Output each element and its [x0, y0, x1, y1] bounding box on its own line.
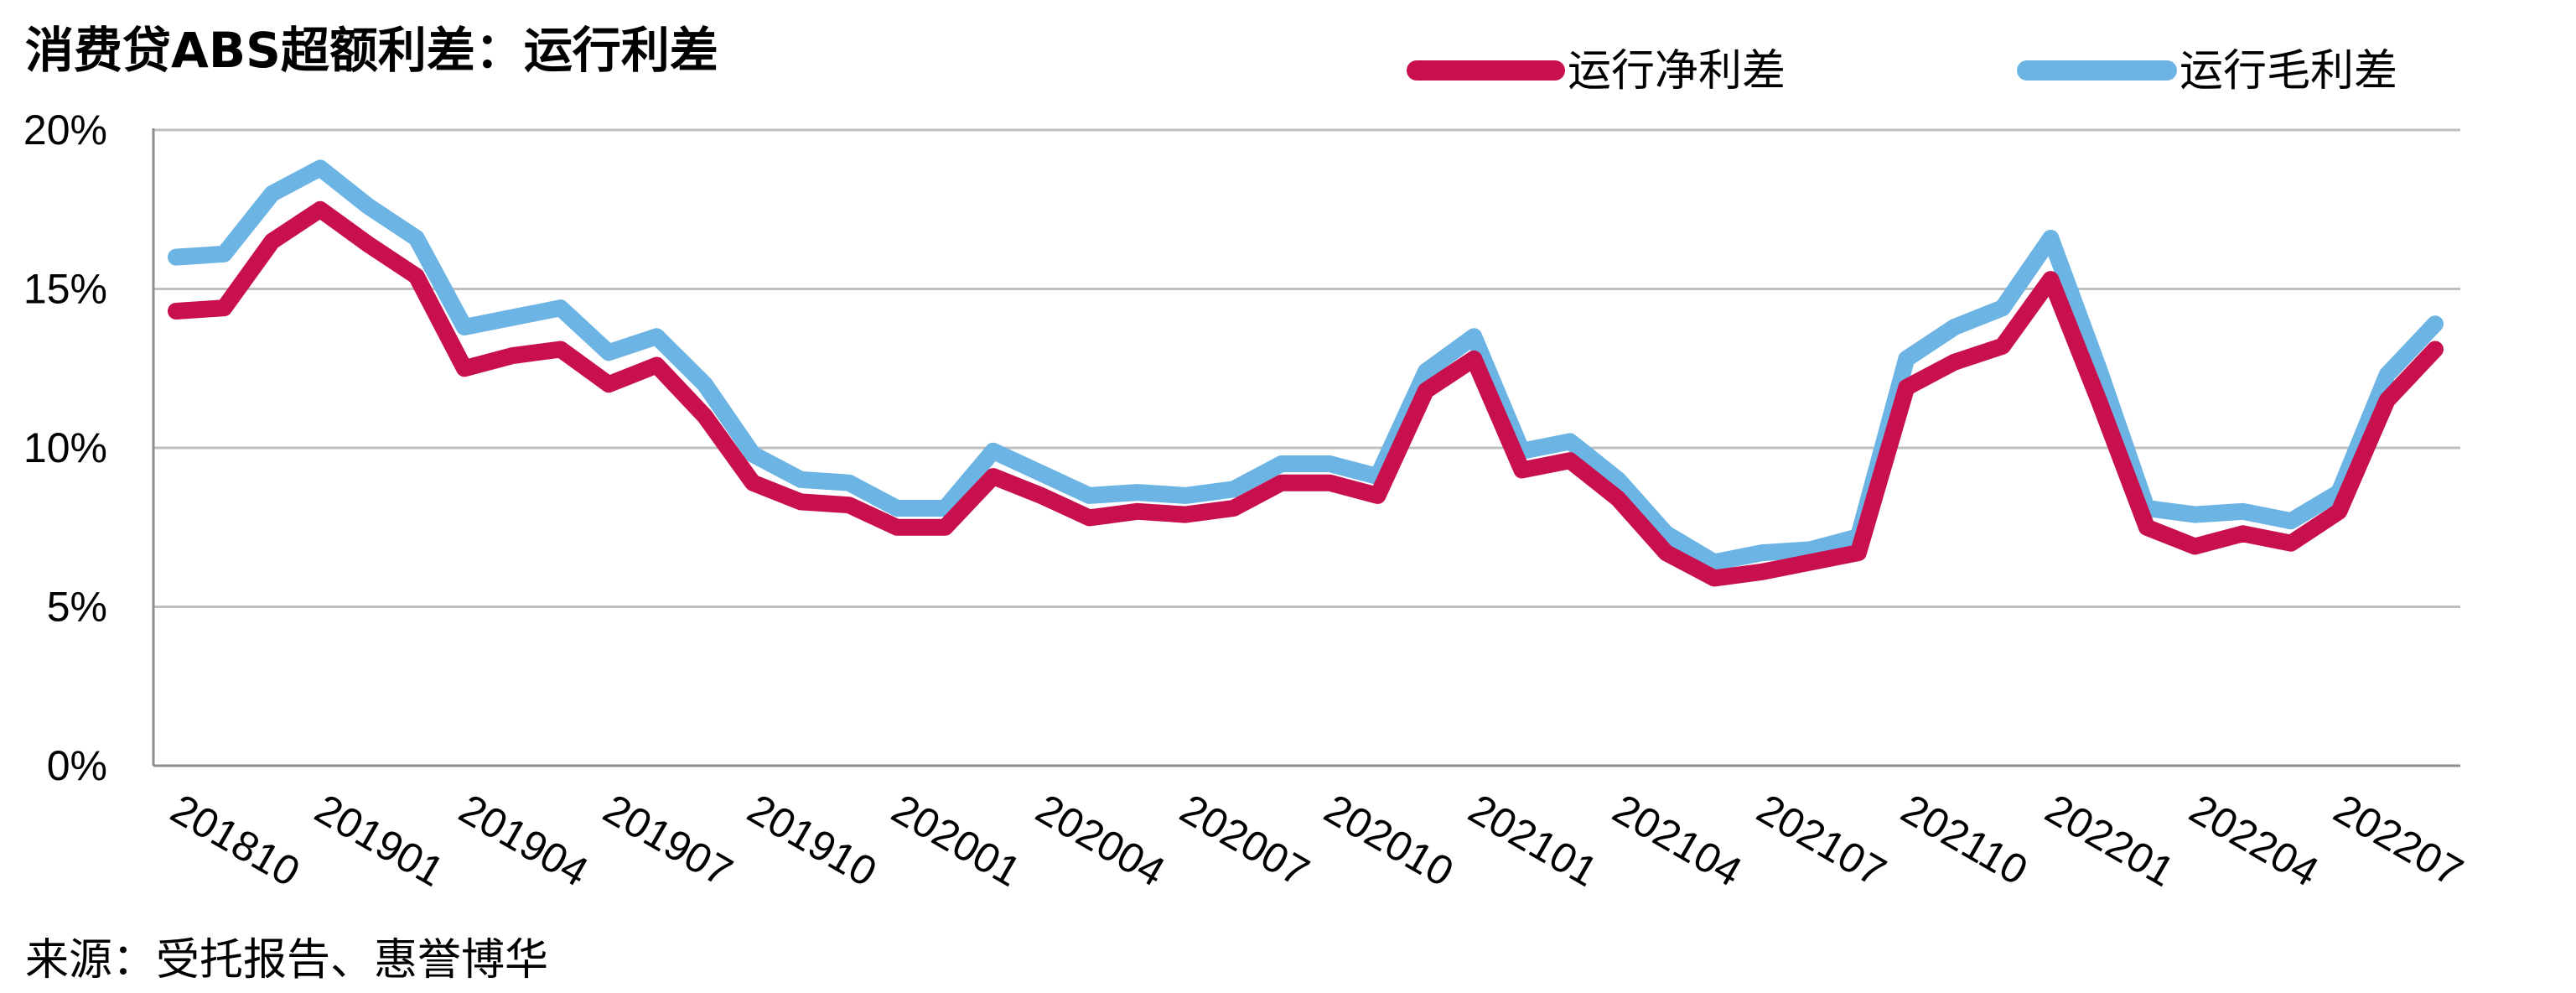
series-line-net-spread — [168, 200, 2444, 587]
chart-title: 消费贷ABS超额利差：运行利差 — [25, 22, 718, 79]
series-line-gross-spread — [168, 159, 2444, 571]
x-tick-label: 202110 — [1894, 785, 2035, 894]
gridlines — [153, 128, 2460, 608]
x-axis-ticks: 201810 201901 201904 201907 201910 202001 2020… — [163, 785, 2471, 896]
legend-item-net-spread: 运行净利差 — [1407, 46, 1786, 96]
x-tick-label: 202107 — [1749, 785, 1894, 896]
x-tick-label: 202001 — [884, 785, 1029, 896]
x-tick-label: 202207 — [2326, 785, 2471, 896]
axes — [152, 128, 2460, 767]
series-lines — [168, 159, 2444, 587]
x-tick-label: 202010 — [1317, 785, 1462, 896]
x-tick-label: 201907 — [596, 785, 741, 896]
y-tick-label: 10% — [23, 424, 107, 471]
x-tick-label: 201910 — [740, 785, 885, 896]
legend: 运行净利差 运行毛利差 — [1407, 46, 2397, 96]
legend-label-gross-spread: 运行毛利差 — [2179, 46, 2397, 96]
x-tick-label: 202204 — [2182, 785, 2327, 896]
y-tick-label: 20% — [23, 107, 107, 153]
y-tick-label: 0% — [47, 742, 107, 789]
y-axis-ticks: 0% 5% 10% 15% 20% — [23, 107, 107, 789]
source-note: 来源：受托报告、惠誉博华 — [25, 935, 548, 985]
x-tick-label: 201810 — [163, 785, 308, 896]
x-tick-label: 201901 — [308, 785, 453, 896]
y-tick-label: 5% — [47, 584, 107, 631]
legend-item-gross-spread: 运行毛利差 — [2017, 46, 2397, 96]
x-tick-label: 202104 — [1605, 785, 1750, 896]
legend-label-net-spread: 运行净利差 — [1568, 46, 1786, 96]
x-tick-label: 201904 — [452, 785, 597, 896]
x-tick-label: 202004 — [1029, 785, 1174, 896]
x-tick-label: 202101 — [1461, 785, 1606, 896]
x-tick-label: 202007 — [1173, 785, 1318, 896]
y-tick-label: 15% — [23, 266, 107, 313]
x-tick-label: 202201 — [2038, 785, 2183, 896]
